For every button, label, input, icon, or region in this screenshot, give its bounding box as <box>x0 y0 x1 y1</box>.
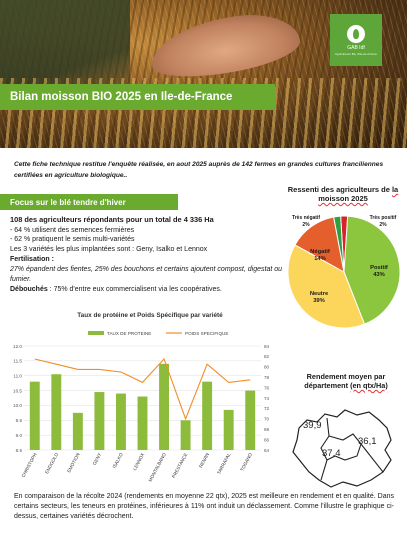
legend-swatch-protein <box>88 331 104 335</box>
y-tick-right: 82 <box>264 354 270 359</box>
pie-label: Très négatif 2% <box>292 215 320 228</box>
y-tick-right: 66 <box>264 437 270 442</box>
pie-label-line: Neutre <box>310 291 329 297</box>
protein-bar <box>180 420 191 450</box>
protein-bar <box>202 381 213 450</box>
logo-name: GAB Idf <box>347 44 365 51</box>
pie-label-line: Très positif <box>370 215 397 221</box>
x-tick-label: CHRISTOPH <box>21 452 38 478</box>
facts-line: - 62 % pratiquent le semis multi-variété… <box>10 236 135 244</box>
pie-title-main: Ressenti des agriculteurs de <box>287 185 392 194</box>
pie-slice-tr-s-n-gatif <box>333 215 345 273</box>
protein-weight-chart: 8.5 9.0 9.5 10.0 10.5 11.0 11.5 12.0 64 66 68 70 72 7… <box>13 331 270 483</box>
protein-bar <box>51 374 62 450</box>
outlets-text: : 75% d'entre eux commercialisent via le… <box>47 286 222 294</box>
y-tick-left: 9.0 <box>16 433 23 438</box>
protein-bar <box>245 390 256 450</box>
protein-bar <box>159 363 170 450</box>
sentiment-pie-chart: Positif 43% Neutre 39% Négatif 14% Très négati… <box>287 215 401 329</box>
y-tick-left: 9.5 <box>16 418 23 423</box>
y-tick-right: 80 <box>264 365 270 370</box>
x-tick-label: EMOTION <box>66 452 80 473</box>
y-tick-right: 68 <box>264 427 270 432</box>
x-tick-label: ISALKO <box>112 452 124 469</box>
department-border <box>326 433 362 461</box>
y-tick-left: 12.0 <box>13 344 22 349</box>
x-tick-label: TARRAFAL <box>216 452 232 475</box>
pie-label: Négatif 14% <box>310 249 330 262</box>
pie-slice-neutre <box>287 244 366 329</box>
map-value-east: 36,1 <box>358 436 377 447</box>
pie-title: Ressenti des agriculteurs de la moisson … <box>282 185 404 203</box>
x-tick-label: RENAN <box>198 452 210 469</box>
legend-label-weight: POIDS SPECIFIQUE <box>185 331 228 336</box>
fertilisation-text: 27% épandent des fientes, 25% des boucho… <box>10 266 283 284</box>
conclusion-text: En comparaison de la récolte 2024 (rende… <box>14 493 394 521</box>
facts-line: - 64 % utilisent des semences fermières <box>10 226 135 234</box>
x-tick-label: GENY <box>92 452 103 466</box>
y-tick-left: 10.0 <box>13 403 22 408</box>
pie-label: Neutre 39% <box>310 291 329 304</box>
pie-label: Positif 43% <box>370 265 388 278</box>
pie-slice-positif <box>343 215 401 325</box>
y-tick-left: 11.5 <box>13 359 22 364</box>
department-border <box>360 443 384 473</box>
protein-bar <box>137 396 148 450</box>
y-tick-right: 76 <box>264 385 270 390</box>
y-tick-right: 84 <box>264 344 270 349</box>
map-value-south: 37,4 <box>322 448 341 459</box>
fertilisation-label: Fertilisation : <box>10 256 54 264</box>
protein-bar <box>29 381 40 450</box>
pie-label-line: 14% <box>314 256 326 262</box>
bar-chart-title: Taux de protéine et Poids Spécifique par… <box>77 312 223 319</box>
y-tick-right: 72 <box>264 406 270 411</box>
farmer-hand <box>146 7 304 84</box>
legend-label-protein: TAUX DE PROTEINE <box>107 331 151 336</box>
outlets-label: Débouchés <box>10 286 48 294</box>
facts-line: Les 3 variétés les plus implantées sont … <box>10 246 208 254</box>
page-title: Bilan moisson BIO 2025 en Ile-de-France <box>0 84 275 110</box>
y-tick-left: 11.0 <box>13 374 22 379</box>
x-tick-label: PRESTANCE <box>171 452 188 479</box>
gab-logo[interactable]: GAB Idf Agriculteurs Bio d'Ile-de-France <box>330 14 382 66</box>
map-title-underlined: (en qtx/Ha) <box>350 380 388 390</box>
map-value-west: 39,9 <box>303 420 322 431</box>
pie-label-line: 39% <box>313 298 325 304</box>
map-title-main: Rendement moyen par département <box>304 372 386 390</box>
y-tick-right: 70 <box>264 417 270 422</box>
department-border <box>320 417 330 481</box>
header-photo: GAB Idf Agriculteurs Bio d'Ile-de-France… <box>0 0 407 148</box>
pie-label-line: Positif <box>370 265 388 271</box>
section-title: Focus sur le blé tendre d'hiver <box>0 194 178 210</box>
pie-title-underlined: la moisson 2025 <box>318 185 399 203</box>
facts-lead: 108 des agriculteurs répondants pour un … <box>10 215 214 224</box>
pie-label-line: 2% <box>302 222 310 228</box>
x-tick-label: LENNOX <box>132 452 145 471</box>
department-outline <box>292 409 392 488</box>
map-title: Rendement moyen par département (en qtx/… <box>290 372 402 391</box>
y-tick-right: 78 <box>264 375 270 380</box>
pie-label-line: Très négatif <box>292 215 320 221</box>
pie-label-line: 2% <box>379 222 387 228</box>
outlets-line: Débouchés : 75% d'entre eux commercialis… <box>10 285 282 295</box>
protein-bar <box>94 392 105 450</box>
departement-map <box>292 409 392 488</box>
x-tick-label: MONTALBANO <box>148 452 168 483</box>
intro-text: Cette fiche technique restitue l'enquête… <box>14 161 384 179</box>
pie-label: Très positif 2% <box>370 215 397 228</box>
logo-subtitle: Agriculteurs Bio d'Ile-de-France <box>335 51 377 56</box>
y-tick-right: 74 <box>264 396 270 401</box>
wheat-facts: 108 des agriculteurs répondants pour un … <box>10 215 282 295</box>
y-tick-right: 64 <box>264 448 270 453</box>
protein-bar <box>223 409 234 450</box>
protein-bar <box>115 393 126 450</box>
pie-label-line: 43% <box>373 272 385 278</box>
y-tick-left: 8.5 <box>16 448 23 453</box>
leaf-logo-icon <box>347 24 365 43</box>
x-tick-label: ENDGOLD <box>44 452 59 475</box>
y-tick-left: 10.5 <box>13 388 22 393</box>
protein-bar <box>72 412 83 450</box>
x-tick-label: TOGANO <box>239 452 253 472</box>
pie-label-line: Négatif <box>310 249 330 255</box>
